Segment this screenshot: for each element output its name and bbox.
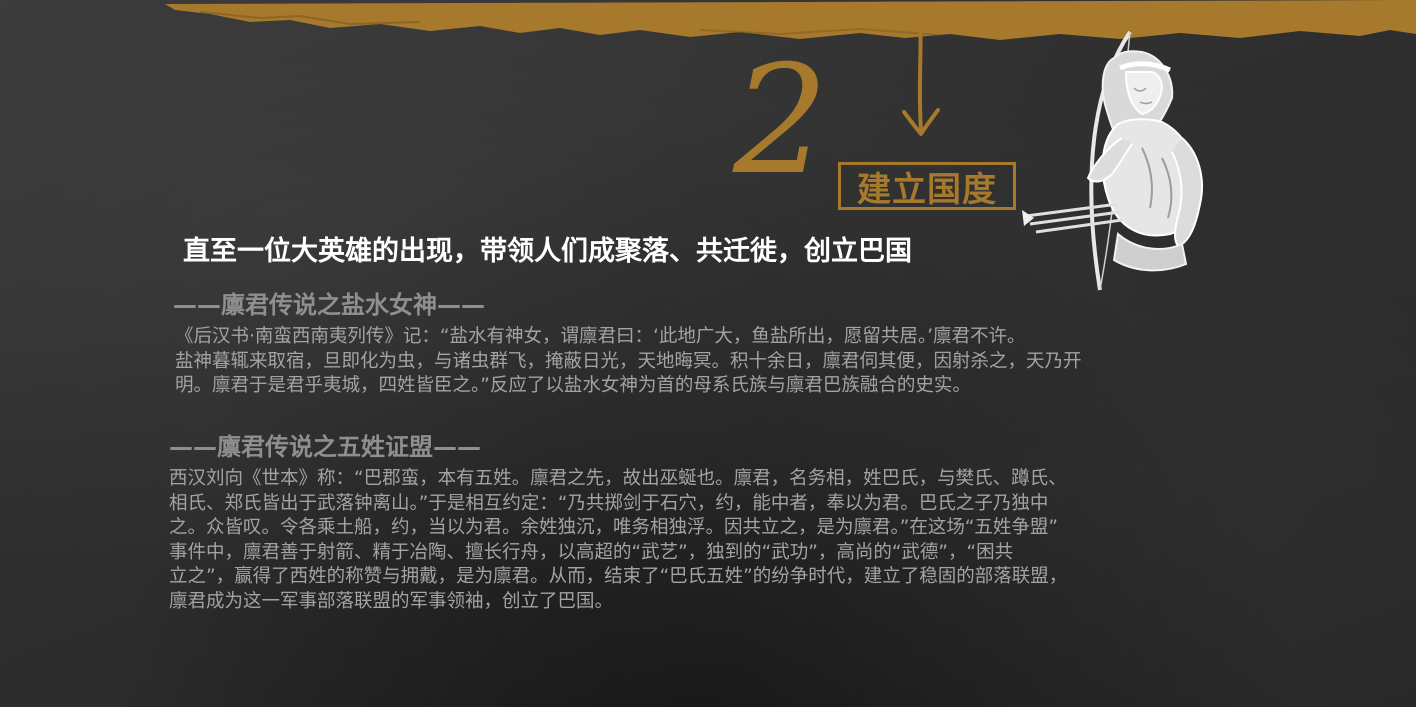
body-line: 西汉刘向《世本》称：“巴郡蛮，本有五姓。廪君之先，故出巫蜒也。廪君，名务相，姓巴… (169, 468, 1067, 489)
body-line: 《后汉书·南蛮西南夷列传》记：“盐水有神女，谓廪君曰：‘此地广大，鱼盐所出，愿留… (175, 326, 1026, 347)
chapter-number: 2 (733, 34, 829, 208)
archer-warrior-illustration (1022, 30, 1203, 291)
body-line: 立之”，赢得了西姓的称赞与拥戴，是为廪君。从而，结束了“巴氏五姓”的纷争时代，建… (169, 566, 1068, 587)
body-line: 廪君成为这一军事部落联盟的军事领袖，创立了巴国。 (169, 590, 614, 612)
section-title-salt-goddess: ——廪君传说之盐水女神—— (173, 291, 485, 319)
body-line: 明。廪君于是君乎夷城，四姓皆臣之。”反应了以盐水女神为首的母系氏族与廪君巴族融合… (175, 375, 971, 396)
body-line: 盐神暮辄来取宿，旦即化为虫，与诸虫群飞，掩蔽日光，天地晦冥。积十余日，廪君伺其便… (175, 350, 1082, 372)
section-body-five-clans: 西汉刘向《世本》称：“巴郡蛮，本有五姓。廪君之先，故出巫蜒也。廪君，名务相，姓巴… (169, 467, 1269, 614)
body-line: 之。众皆叹。令各乘土船，约，当以为君。余姓独沉，唯务相独浮。因共立之，是为廪君。… (169, 517, 1059, 538)
section-body-salt-goddess: 《后汉书·南蛮西南夷列传》记：“盐水有神女，谓廪君曰：‘此地广大，鱼盐所出，愿留… (175, 325, 1270, 399)
chapter-title: 建立国度 (857, 169, 997, 210)
down-arrow-icon (902, 20, 940, 136)
body-line: 事件中，廪君善于射箭、精于冶陶、擅长行舟，以高超的“武艺”，独到的“武功”，高尚… (169, 541, 1014, 563)
headline: 直至一位大英雄的出现，带领人们成聚落、共迁徙，创立巴国 (183, 236, 912, 267)
brush-stroke-banner (165, 0, 1416, 40)
section-title-five-clans: ——廪君传说之五姓证盟—— (169, 433, 481, 461)
chapter-title-badge: 建立国度 (838, 162, 1016, 210)
body-line: 相氏、郑氏皆出于武落钟离山。”于是相互约定：“乃共掷剑于石穴，约，能中者，奉以为… (169, 492, 1049, 514)
